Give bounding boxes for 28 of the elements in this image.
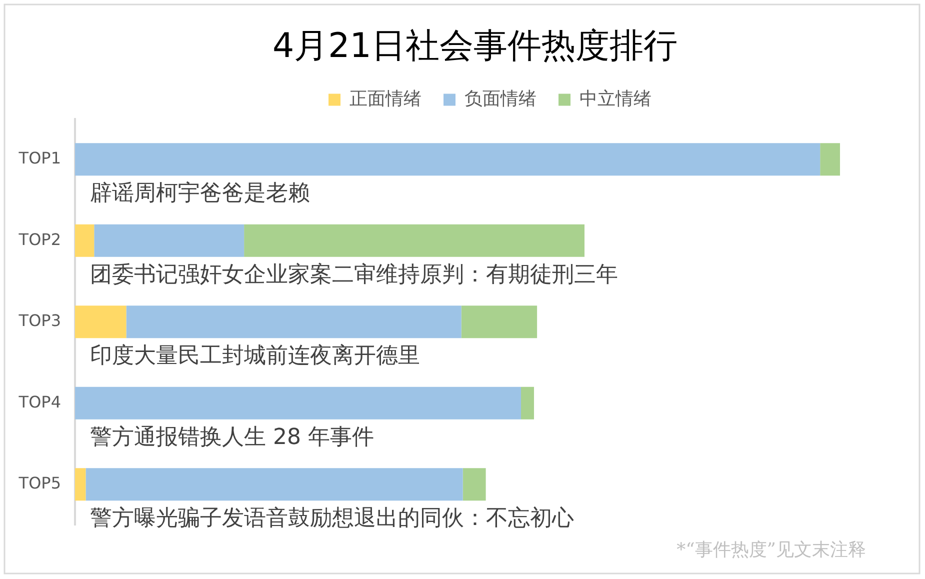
y-tick-label: TOP3: [18, 311, 61, 330]
bar: [75, 306, 126, 338]
annotation: 印度大量民工封城前连夜离开德里: [90, 344, 420, 369]
bar: [75, 386, 521, 420]
bar: [462, 468, 486, 501]
bar: [75, 468, 86, 501]
bar: [94, 224, 244, 257]
legend-label: 负面情绪: [464, 88, 536, 110]
annotation: 警方通报错换人生 28 年事件: [90, 424, 374, 450]
legend-label: 中立情绪: [580, 88, 652, 110]
y-tick-label: TOP5: [18, 474, 61, 493]
bar: [820, 143, 840, 176]
annotation: 团委书记强奸女企业家案二审维持原判：有期徒刑三年: [90, 262, 618, 288]
bar: [520, 386, 534, 420]
y-tick-label: TOP2: [18, 230, 61, 249]
bar: [461, 306, 538, 338]
y-tick-label: TOP1: [18, 148, 61, 168]
legend-label: 正面情绪: [350, 88, 422, 110]
chart-title: 4月21日社会事件热度排行: [272, 26, 678, 66]
y-tick-label: TOP4: [18, 392, 61, 412]
bar: [75, 224, 94, 257]
bar: [126, 306, 462, 338]
bar: [244, 224, 584, 257]
bar: [86, 468, 463, 501]
bar: [75, 143, 820, 176]
annotation: 警方曝光骗子发语音鼓励想退出的同伙：不忘初心: [90, 506, 574, 532]
text: *“事件热度”见文末注释: [676, 540, 866, 561]
annotation: 辟谣周柯宇爸爸是老赖: [90, 181, 310, 206]
